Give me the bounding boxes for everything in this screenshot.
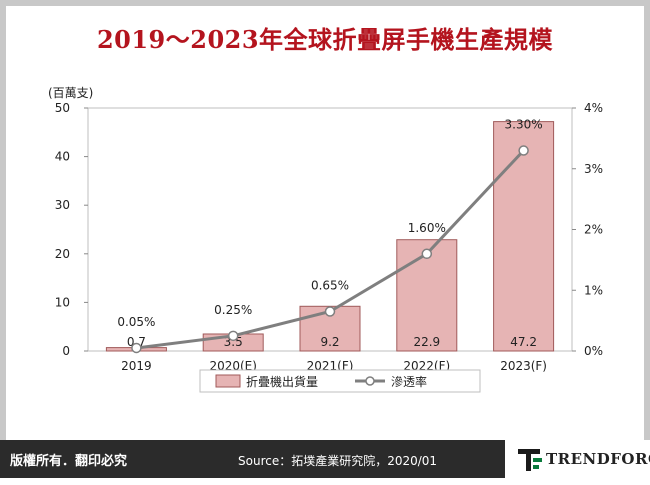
trendforce-logo: TRENDFORCE [516,444,650,476]
copyright-text: 版權所有．翻印必究 [10,454,128,469]
chart-title: 2019～2023年全球折疊屏手機生產規模 [96,25,554,54]
y-left-tick-label: 0 [62,344,70,358]
y-left-tick-label: 30 [55,198,70,212]
legend-swatch-bars [215,374,241,388]
line-value-label: 1.60% [408,221,446,235]
bar-value-label: 0.7 [127,335,146,349]
trendforce-logo-icon [518,449,542,471]
logo-text: TRENDFORCE [546,450,650,468]
y-right-tick-label: 0% [584,344,603,358]
y-left-tick-label: 50 [55,101,70,115]
bar-shipment [493,121,555,352]
bar-value-label: 22.9 [413,335,440,349]
frame-border-right [644,0,650,440]
y-right-tick-label: 4% [584,101,603,115]
y-left-tick-label: 40 [55,150,70,164]
x-tick-label: 2019 [121,359,152,373]
bar-value-label: 9.2 [320,335,339,349]
line-point [324,306,336,317]
footer-bar: 版權所有．翻印必究 Source：拓墣產業研究院，2020/01 [0,440,505,478]
line-value-label: 0.65% [311,279,349,293]
y-right-tick-label: 1% [584,283,603,297]
bar-value-label: 47.2 [510,335,537,349]
y-left-tick-label: 20 [55,247,70,261]
line-value-label: 3.30% [505,118,543,132]
line-point [421,248,433,260]
y-right-tick-label: 2% [584,223,603,237]
legend-swatch-marker [365,376,375,386]
line-point [227,330,239,342]
y-left-axis-title: (百萬支) [48,86,93,100]
y-right-tick-label: 3% [584,162,603,176]
source-text: Source：拓墣產業研究院，2020/01 [238,454,438,468]
line-point [518,145,529,156]
frame-border-top [0,0,650,6]
frame-border-left [0,0,6,440]
chart-svg: 01020304050(百萬支)0%1%2%3%4%0.720193.52020… [48,86,603,393]
line-point [131,342,142,354]
bar-value-label: 3.5 [224,335,243,349]
footer: 版權所有．翻印必究 Source：拓墣產業研究院，2020/01 TRENDFO… [0,440,650,485]
legend-label-bars: 折疊機出貨量 [246,374,318,389]
y-left-tick-label: 10 [55,295,70,309]
legend-label-line: 滲透率 [391,374,427,389]
line-value-label: 0.25% [214,303,252,317]
x-tick-label: 2023(F) [500,359,547,373]
legend-box [199,369,481,393]
line-value-label: 0.05% [117,315,155,329]
